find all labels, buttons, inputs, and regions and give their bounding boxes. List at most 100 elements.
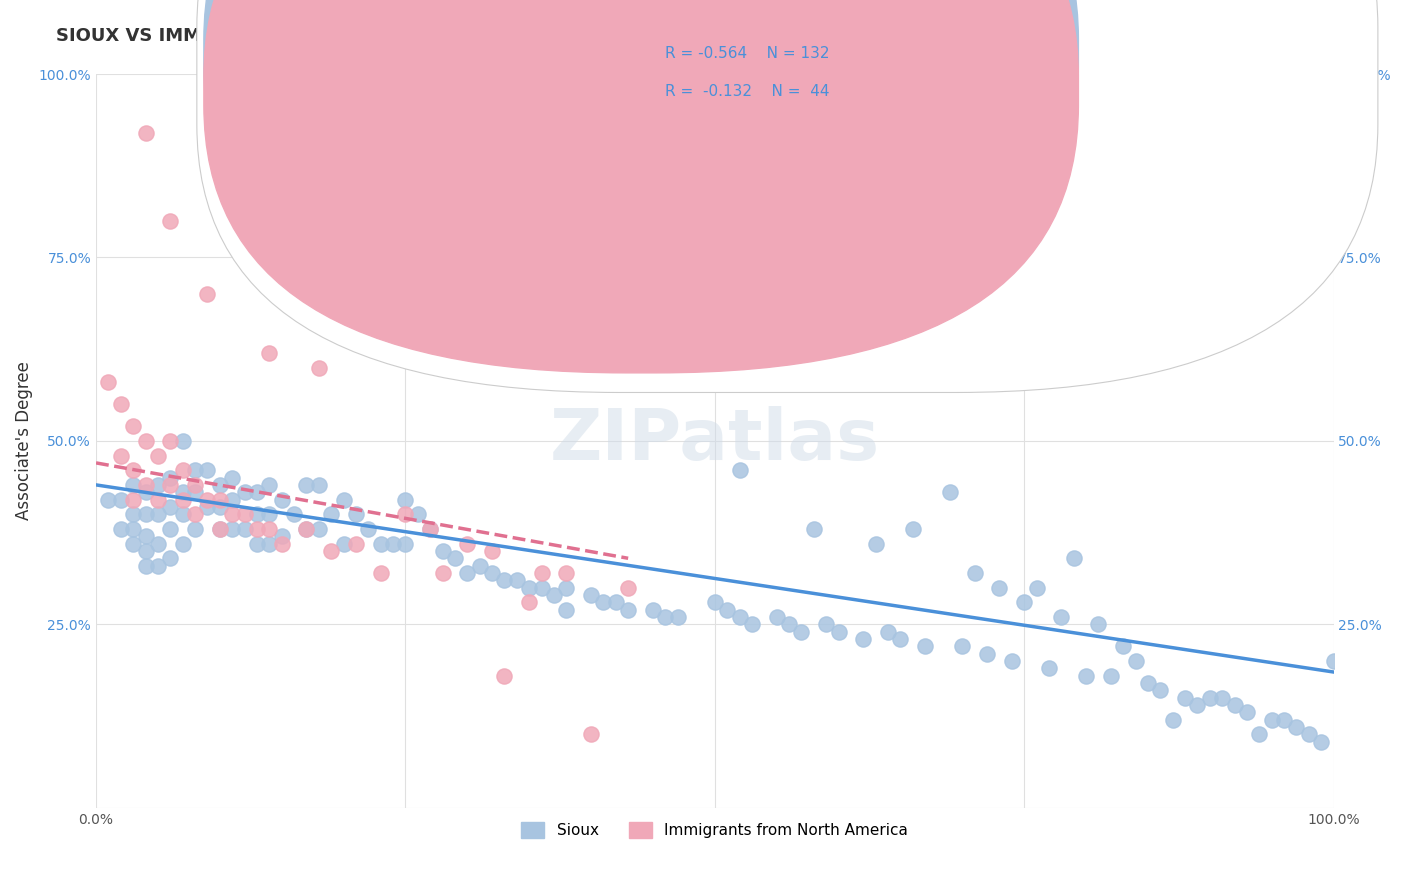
Point — [184, 463, 207, 477]
Point — [728, 463, 751, 477]
Point — [146, 536, 169, 550]
Text: R =  -0.132    N =  44: R = -0.132 N = 44 — [665, 85, 830, 99]
Point — [135, 558, 157, 573]
Point — [259, 478, 281, 492]
Point — [259, 346, 281, 360]
Point — [159, 470, 181, 484]
Point — [679, 324, 702, 338]
Point — [110, 522, 132, 536]
Point — [259, 536, 281, 550]
Point — [270, 492, 292, 507]
Point — [419, 522, 441, 536]
Point — [555, 602, 578, 616]
Point — [295, 522, 318, 536]
Point — [579, 588, 602, 602]
Point — [901, 522, 924, 536]
Point — [1038, 661, 1060, 675]
Point — [172, 434, 194, 448]
Y-axis label: Associate's Degree: Associate's Degree — [15, 361, 32, 520]
Point — [184, 485, 207, 500]
Point — [741, 617, 763, 632]
Point — [914, 640, 936, 654]
Point — [852, 632, 875, 646]
Point — [146, 449, 169, 463]
Point — [135, 508, 157, 522]
Point — [1112, 640, 1135, 654]
Point — [172, 536, 194, 550]
Point — [146, 558, 169, 573]
Point — [197, 287, 219, 301]
Point — [1272, 713, 1295, 727]
Point — [135, 434, 157, 448]
Point — [654, 610, 676, 624]
Point — [1211, 690, 1233, 705]
Point — [321, 508, 343, 522]
Point — [197, 463, 219, 477]
Point — [259, 522, 281, 536]
Point — [517, 581, 540, 595]
Point — [122, 478, 145, 492]
Point — [432, 544, 454, 558]
Point — [221, 470, 243, 484]
Point — [555, 581, 578, 595]
Point — [530, 581, 553, 595]
Point — [122, 536, 145, 550]
Point — [1310, 735, 1333, 749]
Point — [1161, 713, 1184, 727]
Point — [1198, 690, 1220, 705]
Point — [308, 478, 330, 492]
Point — [221, 522, 243, 536]
Point — [406, 508, 429, 522]
Point — [122, 522, 145, 536]
Point — [716, 602, 738, 616]
Point — [184, 508, 207, 522]
Point — [146, 492, 169, 507]
Point — [605, 595, 627, 609]
Point — [1063, 551, 1085, 566]
Point — [308, 522, 330, 536]
Point — [295, 522, 318, 536]
Point — [592, 595, 614, 609]
Point — [1322, 654, 1344, 668]
Point — [456, 536, 478, 550]
Point — [135, 485, 157, 500]
Point — [110, 492, 132, 507]
Point — [1236, 706, 1258, 720]
Point — [1249, 727, 1271, 741]
Point — [97, 492, 120, 507]
Point — [728, 610, 751, 624]
Point — [233, 508, 256, 522]
Point — [270, 529, 292, 543]
Point — [419, 522, 441, 536]
Point — [1187, 698, 1209, 712]
Text: SIOUX VS IMMIGRANTS FROM NORTH AMERICA ASSOCIATE'S DEGREE CORRELATION CHART: SIOUX VS IMMIGRANTS FROM NORTH AMERICA A… — [56, 27, 974, 45]
Point — [1260, 713, 1282, 727]
Point — [481, 566, 503, 580]
Point — [988, 581, 1011, 595]
Point — [815, 617, 838, 632]
Point — [344, 536, 367, 550]
Point — [172, 492, 194, 507]
Point — [827, 624, 849, 639]
Point — [159, 478, 181, 492]
Point — [122, 492, 145, 507]
Point — [233, 522, 256, 536]
Point — [939, 485, 962, 500]
Point — [666, 610, 689, 624]
Point — [332, 536, 354, 550]
Point — [1099, 668, 1122, 682]
Point — [1174, 690, 1197, 705]
Point — [159, 500, 181, 514]
Point — [159, 213, 181, 227]
Point — [184, 478, 207, 492]
Point — [950, 640, 973, 654]
Point — [530, 566, 553, 580]
Point — [976, 647, 998, 661]
Point — [135, 478, 157, 492]
Point — [1025, 581, 1047, 595]
Point — [233, 485, 256, 500]
Point — [494, 574, 516, 588]
Point — [172, 508, 194, 522]
Point — [344, 508, 367, 522]
Point — [172, 463, 194, 477]
